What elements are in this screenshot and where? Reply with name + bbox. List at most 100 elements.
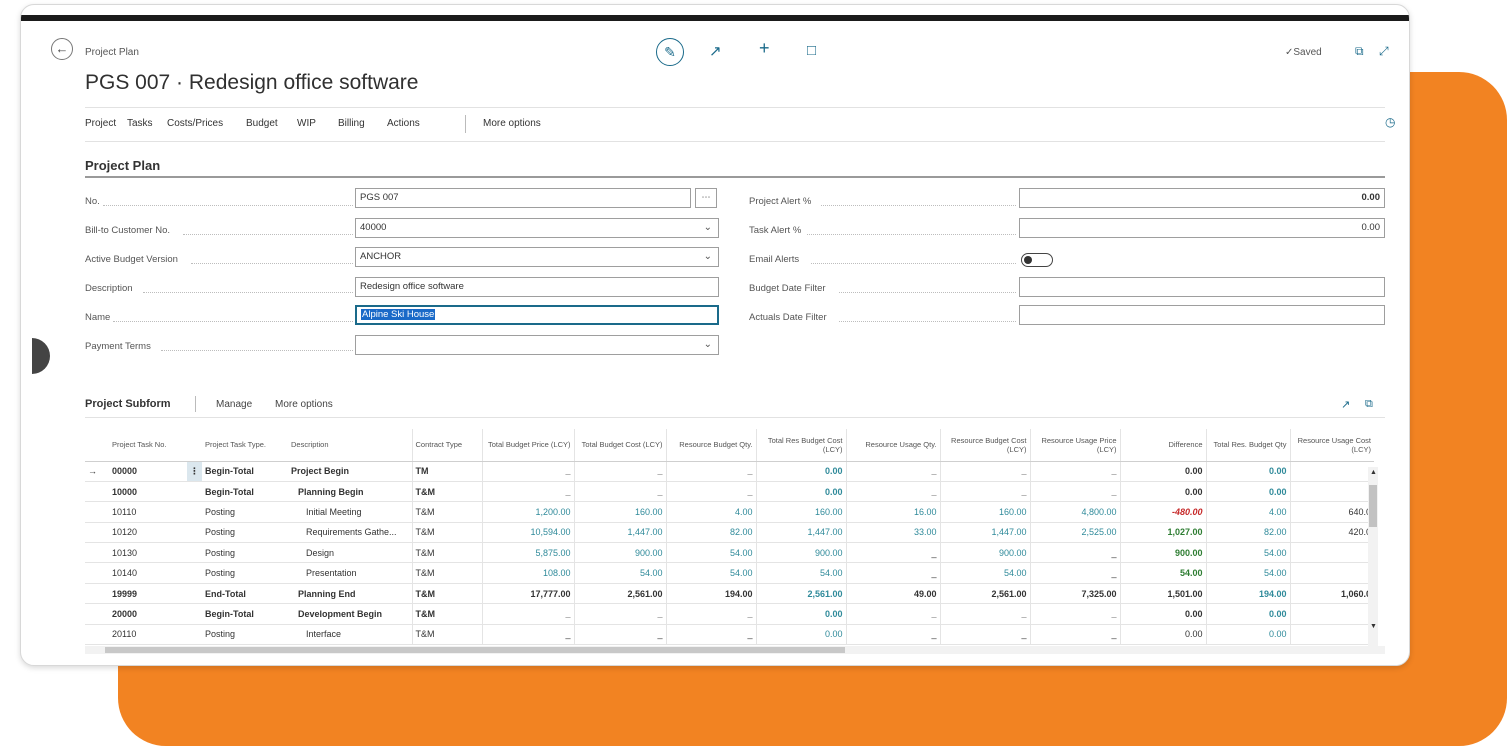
cell-trbc[interactable]: 0.00 [755, 624, 846, 646]
table-row[interactable]: 10000 Begin-Total Planning Begin T&M _ _ _ 0.00… [85, 481, 1374, 503]
cell-rup[interactable]: _ [1029, 562, 1120, 584]
cell-task-no[interactable]: 19999 [109, 583, 187, 605]
scroll-down-icon[interactable]: ▼ [1370, 623, 1377, 630]
horizontal-scroll-thumb[interactable] [105, 647, 845, 653]
cell-task-type[interactable]: Posting [202, 542, 288, 564]
cell-rbq[interactable]: 194.00 [665, 583, 756, 605]
cell-task-no[interactable]: 20000 [109, 603, 187, 625]
cell-task-type[interactable]: Begin-Total [202, 481, 288, 503]
cell-contract[interactable]: T&M [411, 501, 482, 523]
cell-tbp[interactable]: 5,875.00 [481, 542, 574, 564]
cell-trbc[interactable]: 0.00 [755, 461, 846, 482]
col-resource-usage-price[interactable]: Resource Usage Price (LCY) [1029, 429, 1120, 462]
cell-description[interactable]: Presentation [288, 562, 412, 584]
side-panel-handle[interactable] [32, 338, 50, 374]
cell-description[interactable]: Design [288, 542, 412, 564]
cell-diff[interactable]: 900.00 [1119, 542, 1206, 564]
menu-actions[interactable]: Actions [387, 118, 420, 129]
col-task-type[interactable]: Project Task Type. [202, 429, 288, 462]
cell-description[interactable]: Development Begin [288, 603, 412, 625]
cell-description[interactable]: Planning End [288, 583, 412, 605]
cell-ruq[interactable]: _ [845, 562, 940, 584]
cell-contract[interactable]: T&M [411, 542, 482, 564]
cell-rbq[interactable]: 4.00 [665, 501, 756, 523]
cell-task-no[interactable]: 10110 [109, 501, 187, 523]
expand-icon[interactable]: ⧉ [1365, 398, 1373, 410]
cell-trbc[interactable]: 160.00 [755, 501, 846, 523]
cell-tbp[interactable]: 10,594.00 [481, 522, 574, 544]
cell-ruc[interactable]: . [1289, 603, 1374, 625]
cell-ruc[interactable]: . [1289, 624, 1374, 646]
cell-task-type[interactable]: End-Total [202, 583, 288, 605]
cell-rbq[interactable]: 54.00 [665, 562, 756, 584]
cell-rup[interactable]: _ [1029, 542, 1120, 564]
payment-terms-select[interactable]: ⌄ [355, 335, 719, 355]
cell-diff[interactable]: 1,501.00 [1119, 583, 1206, 605]
col-resource-budget-cost[interactable]: Resource Budget Cost (LCY) [939, 429, 1030, 462]
cell-ruq[interactable]: _ [845, 481, 940, 503]
col-resource-usage-qty[interactable]: Resource Usage Qty. [845, 429, 940, 462]
cell-tbp[interactable]: _ [481, 481, 574, 503]
name-input[interactable]: Alpine Ski House [355, 305, 719, 325]
cell-tbp[interactable]: 108.00 [481, 562, 574, 584]
vertical-scrollbar[interactable] [1368, 467, 1378, 649]
subform-more-options[interactable]: More options [275, 399, 333, 410]
cell-rbq[interactable]: _ [665, 624, 756, 646]
email-alerts-toggle[interactable] [1021, 253, 1053, 267]
collapse-icon[interactable]: ⤢ [1379, 44, 1389, 58]
cell-trbc[interactable]: 54.00 [755, 562, 846, 584]
menu-billing[interactable]: Billing [338, 118, 365, 129]
cell-task-type[interactable]: Begin-Total [202, 603, 288, 625]
pencil-icon[interactable]: ✎ [656, 38, 684, 66]
cell-trbq[interactable]: 0.00 [1205, 603, 1290, 625]
table-row[interactable]: 10130 Posting Design T&M 5,875.00 900.00 54.00… [85, 542, 1374, 564]
col-resource-usage-cost[interactable]: Resource Usage Cost (LCY) [1289, 429, 1374, 462]
cell-trbc[interactable]: 1,447.00 [755, 522, 846, 544]
cell-ruc[interactable] [1289, 562, 1374, 584]
row-actions-icon[interactable]: ⋮ [187, 461, 202, 482]
cell-trbc[interactable]: 0.00 [755, 603, 846, 625]
cell-rup[interactable]: _ [1029, 624, 1120, 646]
cell-rbq[interactable]: 82.00 [665, 522, 756, 544]
cell-tbp[interactable]: _ [481, 603, 574, 625]
cell-description[interactable]: Project Begin [288, 461, 412, 482]
col-total-res-budget-qty[interactable]: Total Res. Budget Qty [1205, 429, 1290, 462]
cell-task-no[interactable]: 10140 [109, 562, 187, 584]
menu-project[interactable]: Project [85, 118, 117, 129]
vertical-scroll-thumb[interactable] [1369, 485, 1377, 527]
cell-ruq[interactable]: _ [845, 542, 940, 564]
cell-rbq[interactable]: _ [665, 461, 756, 482]
no-input[interactable]: PGS 007 [355, 188, 691, 208]
cell-rup[interactable]: _ [1029, 603, 1120, 625]
open-new-window-icon[interactable]: ⧉ [1355, 44, 1364, 58]
cell-tbc[interactable]: 1,447.00 [573, 522, 666, 544]
cell-ruc[interactable]: . [1289, 542, 1374, 564]
clock-icon[interactable]: ◷ [1385, 115, 1396, 129]
cell-tbp[interactable]: _ [481, 624, 574, 646]
cell-ruc[interactable]: 420.0 [1289, 522, 1374, 544]
col-description[interactable]: Description [288, 429, 412, 462]
cell-task-type[interactable]: Posting [202, 562, 288, 584]
cell-rbc[interactable]: 900.00 [939, 542, 1030, 564]
cell-trbq[interactable]: 54.00 [1205, 542, 1290, 564]
budget-version-select[interactable]: ANCHOR ⌄ [355, 247, 719, 267]
cell-ruq[interactable]: 16.00 [845, 501, 940, 523]
cell-diff[interactable]: 1,027.00 [1119, 522, 1206, 544]
cell-description[interactable]: Requirements Gathe... [288, 522, 412, 544]
menu-costs-prices[interactable]: Costs/Prices [167, 118, 224, 129]
share-icon[interactable]: ↗ [1341, 399, 1351, 411]
cell-diff[interactable]: 0.00 [1119, 481, 1206, 503]
cell-tbc[interactable]: _ [573, 603, 666, 625]
cell-rbc[interactable]: _ [939, 481, 1030, 503]
cell-diff[interactable]: 54.00 [1119, 562, 1206, 584]
cell-tbp[interactable]: _ [481, 461, 574, 482]
subform-manage[interactable]: Manage [216, 399, 253, 410]
assist-edit-button[interactable]: ⋯ [695, 188, 717, 208]
cell-diff[interactable]: 0.00 [1119, 461, 1206, 482]
cell-contract[interactable]: T&M [411, 624, 482, 646]
back-arrow-icon[interactable]: ← [51, 38, 73, 60]
cell-trbc[interactable]: 2,561.00 [755, 583, 846, 605]
cell-description[interactable]: Interface [288, 624, 412, 646]
table-row[interactable]: 10140 Posting Presentation T&M 108.00 54.00 54… [85, 562, 1374, 584]
cell-rbc[interactable]: 54.00 [939, 562, 1030, 584]
